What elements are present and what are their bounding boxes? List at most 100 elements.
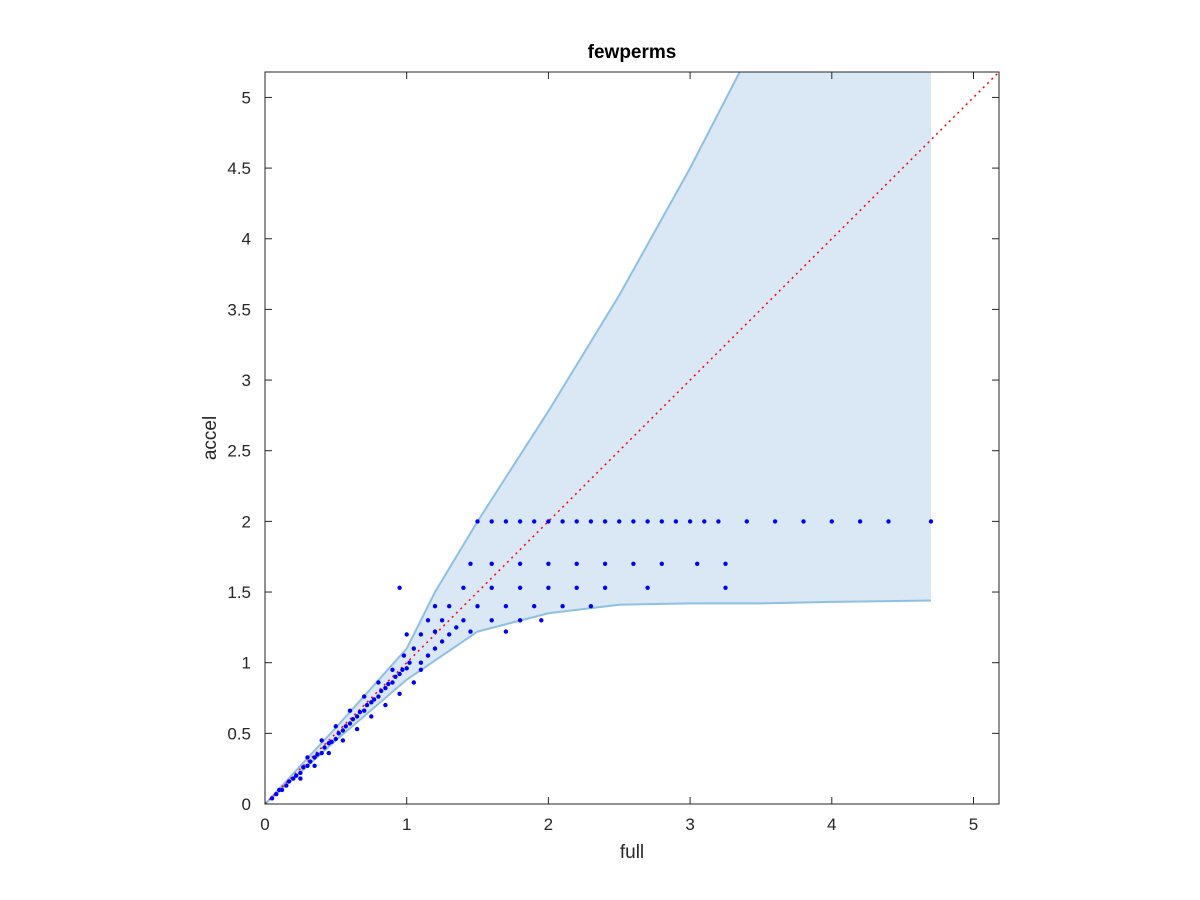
data-point [695,561,700,566]
data-point [312,755,317,760]
data-point [418,667,424,672]
data-point [333,736,338,742]
data-point [602,585,608,590]
data-point [305,763,310,768]
data-point [369,700,374,705]
data-point [503,629,509,634]
data-point [329,739,334,744]
data-point [418,660,424,665]
data-point [319,738,324,743]
data-point [489,519,494,524]
data-point [383,685,388,691]
data-point [702,519,707,524]
data-point [645,585,650,590]
y-tick-label: 1.5 [227,583,251,602]
y-tick-label: 5 [242,88,251,107]
data-point [574,585,579,590]
data-point [723,585,728,590]
y-tick-label: 1 [242,654,251,673]
data-point [383,702,388,708]
data-point [489,618,494,623]
data-point [298,770,303,776]
data-point [315,752,320,757]
x-tick-label: 1 [402,815,411,834]
data-point [645,519,650,524]
data-point [517,585,523,590]
data-point [279,787,285,793]
data-point [340,728,346,733]
data-point [503,604,509,609]
data-point [517,618,523,623]
data-point [369,714,374,719]
y-tick-label: 0.5 [227,724,251,743]
data-point [350,717,356,722]
data-point [886,519,891,524]
data-point [326,750,331,756]
data-point [503,519,509,524]
band-fill [265,72,931,804]
data-point [454,625,459,630]
data-point [411,680,416,685]
data-point [376,694,381,699]
data-point [560,604,565,609]
data-point [347,721,353,726]
data-point [546,561,551,566]
data-point [928,519,934,524]
data-point [357,709,363,715]
data-point [673,519,679,524]
data-point [393,674,398,679]
data-point [631,561,636,566]
data-point [269,796,275,801]
data-point [371,697,377,702]
data-point [343,724,348,729]
data-point [432,629,438,634]
x-tick-label: 3 [685,815,694,834]
data-point [475,519,480,524]
data-point [447,632,452,637]
data-point [659,519,664,524]
data-point [347,708,353,713]
data-point [333,724,338,729]
y-tick-label: 4.5 [227,159,251,178]
data-point [407,660,412,665]
data-point [274,791,279,797]
data-point [362,708,367,713]
data-point [298,776,303,781]
data-point [517,561,523,566]
y-tick-label: 0 [242,795,251,814]
data-point [308,759,313,764]
data-point [801,519,806,524]
data-point [354,726,360,732]
data-point [744,519,749,524]
data-point [432,646,438,651]
y-tick-label: 3 [242,371,251,390]
data-point [397,691,402,696]
data-point [475,604,480,609]
data-point [588,604,594,609]
data-point [857,519,863,524]
data-point [291,776,296,781]
data-point [716,519,721,524]
data-point [447,604,452,609]
y-axis-label: accel [200,416,221,460]
data-point [362,694,367,699]
data-point [336,731,341,736]
data-point [425,618,431,623]
data-point [772,519,778,524]
data-point [390,667,395,672]
data-point [425,653,431,658]
data-point [517,519,523,524]
data-point [468,629,473,634]
data-point [489,561,494,566]
data-point [723,561,728,566]
data-point [461,618,466,623]
y-tick-label: 2 [242,512,251,531]
axes-box [264,71,1000,805]
x-tick-label: 2 [544,815,553,834]
x-tick-label: 5 [969,815,978,834]
data-point [461,585,466,590]
data-point [400,667,405,672]
data-point [319,750,324,756]
data-point [468,561,473,566]
